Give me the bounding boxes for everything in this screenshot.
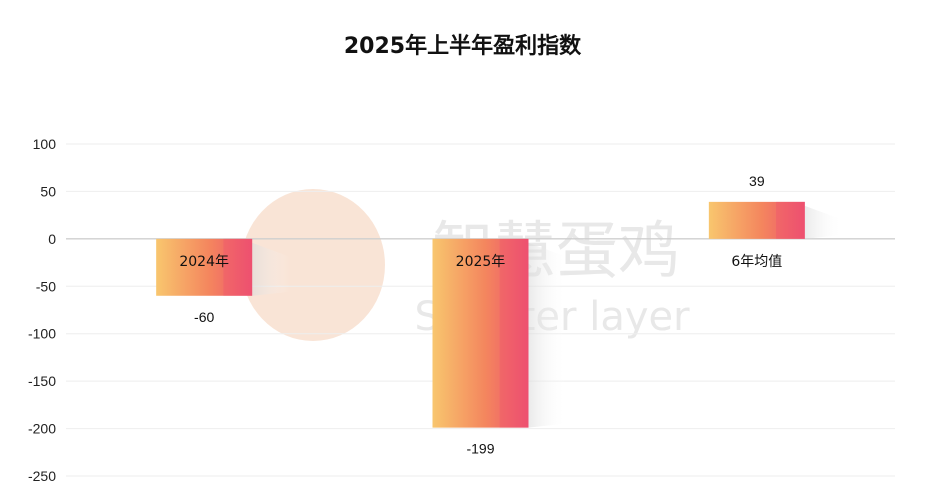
chart-title: 2025年上半年盈利指数 <box>343 34 582 59</box>
data-label: 39 <box>749 173 765 189</box>
bar-facet <box>776 201 805 239</box>
y-tick-label: -50 <box>36 278 56 294</box>
bar <box>708 201 805 239</box>
y-axis: 100 50 0 -50 -100 -150 -200 -250 <box>28 136 56 484</box>
y-tick-label: -250 <box>28 468 56 484</box>
bar <box>156 238 253 296</box>
y-tick-label: 100 <box>33 136 57 152</box>
y-tick-label: -200 <box>28 421 56 437</box>
bar-shadow <box>528 242 567 428</box>
y-tick-label: -100 <box>28 326 56 342</box>
bar-shadow <box>804 205 843 239</box>
category-label: 6年均值 <box>731 254 782 270</box>
category-label: 2025年 <box>456 254 506 270</box>
category-label: 2024年 <box>179 254 229 270</box>
bar-facet <box>223 238 253 296</box>
bar-shadow <box>252 242 291 296</box>
labels: 2024年 -60 2025年 -199 6年均值 39 <box>179 173 782 457</box>
data-label: -199 <box>466 441 494 457</box>
y-tick-label: 0 <box>48 231 56 247</box>
y-tick-label: 50 <box>40 183 56 199</box>
y-tick-label: -150 <box>28 373 56 389</box>
bar <box>432 238 529 428</box>
bar-facet <box>499 238 529 428</box>
data-label: -60 <box>194 309 214 325</box>
bars <box>156 201 843 428</box>
watermark-egg-logo <box>241 189 385 341</box>
